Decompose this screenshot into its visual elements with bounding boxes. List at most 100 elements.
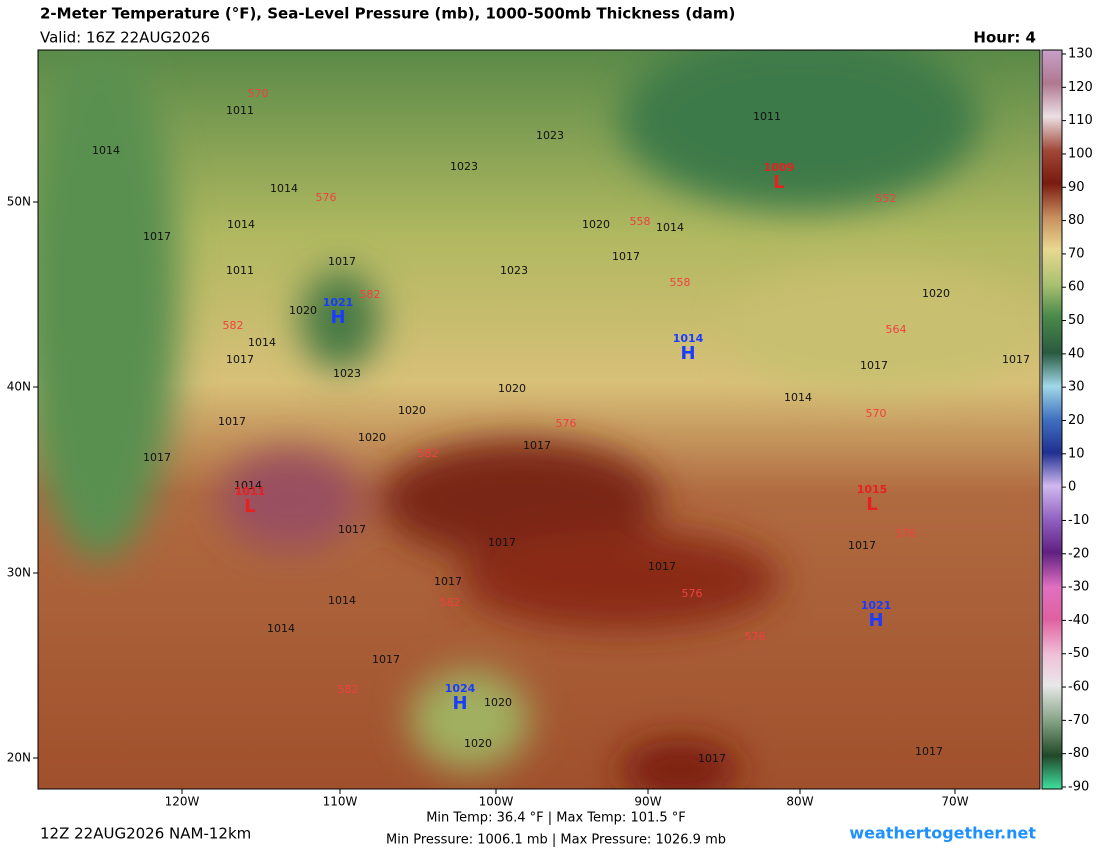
isobar-label: 1011 [753,110,781,123]
center-letter: H [330,307,345,328]
isobar-label: 1011 [226,264,254,277]
isobar-label: 1017 [434,575,462,588]
thickness-label: 558 [630,215,651,228]
lon-label: 90W [634,795,661,809]
center-pressure: 1014 [673,332,704,345]
thickness-label: 576 [316,191,337,204]
isobar-label: 1017 [1002,353,1030,366]
isobar-label: 1017 [648,560,676,573]
temp-range: Min Temp: 36.4 °F | Max Temp: 101.5 °F [426,811,686,826]
colorbar-label: -70 [1068,713,1089,728]
isobar-label: 1017 [372,653,400,666]
colorbar-label: 80 [1068,213,1085,228]
isobar-label: 1014 [328,594,356,607]
isobar-label: 1017 [226,353,254,366]
isobar-label: 1014 [784,391,812,404]
isobar-label: 1020 [922,287,950,300]
colorbar-label: -20 [1068,546,1089,561]
lon-label: 110W [323,795,358,809]
colorbar-label: -80 [1068,746,1089,761]
lat-label: 50N [7,195,31,209]
isobar-label: 1017 [338,523,366,536]
map-frame [37,49,1041,790]
center-pressure: 1015 [857,483,888,496]
colorbar-label: 100 [1068,146,1093,161]
isobar-label: 1017 [488,536,516,549]
isobar-label: 1020 [498,382,526,395]
lon-label: 100W [479,795,514,809]
colorbar-label: 60 [1068,280,1085,295]
colorbar-label: 70 [1068,246,1085,261]
thickness-label: 564 [886,323,907,336]
colorbar-label: 20 [1068,413,1085,428]
colorbar-label: -60 [1068,680,1089,695]
isobar-label: 1017 [523,439,551,452]
isobar-label: 1017 [848,539,876,552]
colorbar-label: 120 [1068,80,1093,95]
isobar-label: 1017 [143,451,171,464]
colorbar-label: -30 [1068,580,1089,595]
isobar-label: 1017 [698,752,726,765]
center-letter: L [773,172,784,193]
isobar-label: 1020 [582,218,610,231]
isobar-label: 1023 [450,160,478,173]
colorbar-label: 90 [1068,180,1085,195]
thickness-label: 570 [248,87,269,100]
center-pressure: 1024 [445,682,476,695]
isobar-label: 1017 [328,255,356,268]
isobar-label: 1014 [270,182,298,195]
title: 2-Meter Temperature (°F), Sea-Level Pres… [40,5,735,23]
isobar-label: 1011 [226,104,254,117]
colorbar-label: -10 [1068,513,1089,528]
isobar-label: 1020 [289,304,317,317]
colorbar-label: 10 [1068,446,1085,461]
colorbar [1041,49,1063,790]
colorbar-label: -90 [1068,780,1089,795]
colorbar-label: 110 [1068,113,1093,128]
site-credit: weathertogether.net [849,824,1036,843]
colorbar-label: 130 [1068,47,1093,62]
thickness-label: 582 [418,447,439,460]
lat-label: 20N [7,751,31,765]
colorbar-label: 0 [1068,480,1076,495]
isobar-label: 1017 [143,230,171,243]
thickness-label: 576 [556,417,577,430]
isobar-label: 1017 [218,415,246,428]
lat-label: 30N [7,566,31,580]
center-pressure: 1009 [764,161,795,174]
center-letter: H [868,610,883,631]
lat-label: 40N [7,380,31,394]
model-run: 12Z 22AUG2026 NAM-12km [40,825,251,843]
thickness-label: 582 [223,319,244,332]
center-letter: L [244,496,255,517]
isobar-label: 1017 [612,250,640,263]
isobar-label: 1020 [398,404,426,417]
colorbar-label: -50 [1068,646,1089,661]
isobar-label: 1020 [358,431,386,444]
isobar-label: 1023 [536,129,564,142]
valid-time: Valid: 16Z 22AUG2026 [40,29,210,47]
forecast-hour: Hour: 4 [973,29,1036,47]
isobar-label: 1023 [500,264,528,277]
isobar-label: 1020 [484,696,512,709]
isobar-label: 1014 [234,479,262,492]
colorbar-label: 40 [1068,346,1085,361]
colorbar-label: -40 [1068,613,1089,628]
isobar-label: 1017 [915,745,943,758]
center-letter: H [680,343,695,364]
lon-label: 120W [165,795,200,809]
isobar-label: 1014 [656,221,684,234]
isobar-label: 1014 [248,336,276,349]
thickness-label: 558 [670,276,691,289]
thickness-label: 570 [866,407,887,420]
isobar-label: 1020 [464,737,492,750]
center-pressure: 1011 [235,485,266,498]
center-pressure: 1021 [861,599,892,612]
thickness-label: 582 [440,596,461,609]
lon-label: 80W [786,795,813,809]
colorbar-label: 30 [1068,380,1085,395]
isobar-label: 1017 [860,359,888,372]
isobar-label: 1023 [333,367,361,380]
colorbar-label: 50 [1068,313,1085,328]
